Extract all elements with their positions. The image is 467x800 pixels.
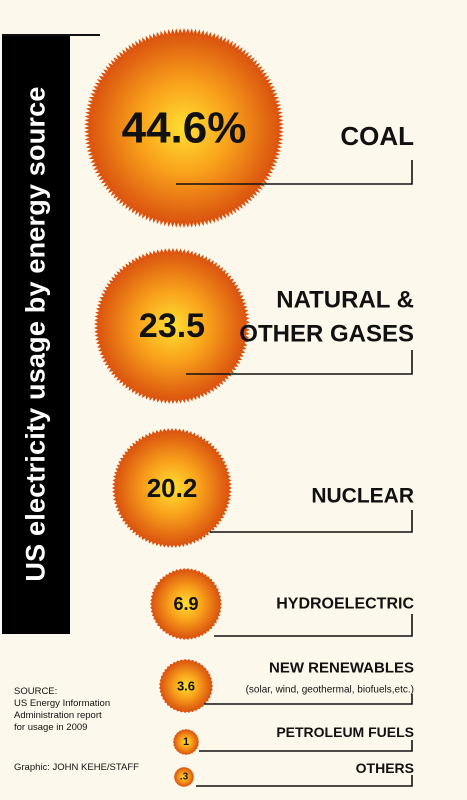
- leader-line: [214, 614, 413, 637]
- bubble-mark: [150, 568, 222, 640]
- category-label: HYDROELECTRIC: [276, 596, 414, 613]
- category-label: OTHER GASES: [239, 321, 414, 348]
- source-line: Administration report: [14, 710, 102, 721]
- bubble-mark: [84, 28, 284, 228]
- frame-top-line: [2, 34, 100, 36]
- value-label: 6.9: [173, 594, 198, 614]
- graphic-credit: Graphic: JOHN KEHE/STAFF: [14, 762, 139, 773]
- leader-line: [196, 775, 413, 787]
- value-label: 3.6: [177, 679, 195, 694]
- source-line: for usage in 2009: [14, 722, 88, 733]
- category-label: COAL: [340, 121, 414, 151]
- category-label: NEW RENEWABLES: [269, 660, 414, 677]
- source-note: SOURCE: US Energy Information Administra…: [14, 686, 154, 734]
- source-line: SOURCE:: [14, 686, 58, 697]
- leader-line: [204, 694, 413, 705]
- leader-line: [186, 350, 413, 375]
- value-label: .3: [180, 772, 189, 783]
- category-sublabel: (solar, wind, geothermal, biofuels,etc.): [246, 685, 414, 696]
- leader-line: [199, 740, 413, 752]
- value-label: 20.2: [147, 473, 198, 503]
- bubble-mark: [174, 767, 194, 787]
- leader-line: [176, 160, 413, 185]
- category-label: NUCLEAR: [311, 485, 414, 508]
- value-label: 44.6%: [122, 104, 247, 153]
- bubble-mark: [173, 729, 199, 755]
- category-label: PETROLEUM FUELS: [276, 724, 414, 740]
- bubble-mark: [94, 248, 251, 404]
- bubble-mark: [112, 428, 232, 548]
- leader-line: [210, 510, 413, 533]
- value-label: 23.5: [139, 307, 205, 345]
- value-label: 1: [183, 736, 189, 748]
- source-line: US Energy Information: [14, 698, 111, 709]
- category-label: OTHERS: [356, 760, 414, 776]
- bubble-mark: [159, 659, 213, 713]
- category-label: NATURAL &: [276, 287, 414, 314]
- title-bar: [2, 34, 70, 634]
